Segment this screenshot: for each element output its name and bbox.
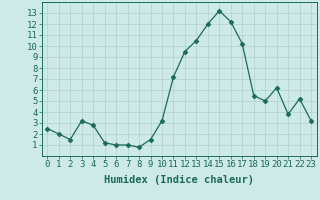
X-axis label: Humidex (Indice chaleur): Humidex (Indice chaleur) — [104, 175, 254, 185]
